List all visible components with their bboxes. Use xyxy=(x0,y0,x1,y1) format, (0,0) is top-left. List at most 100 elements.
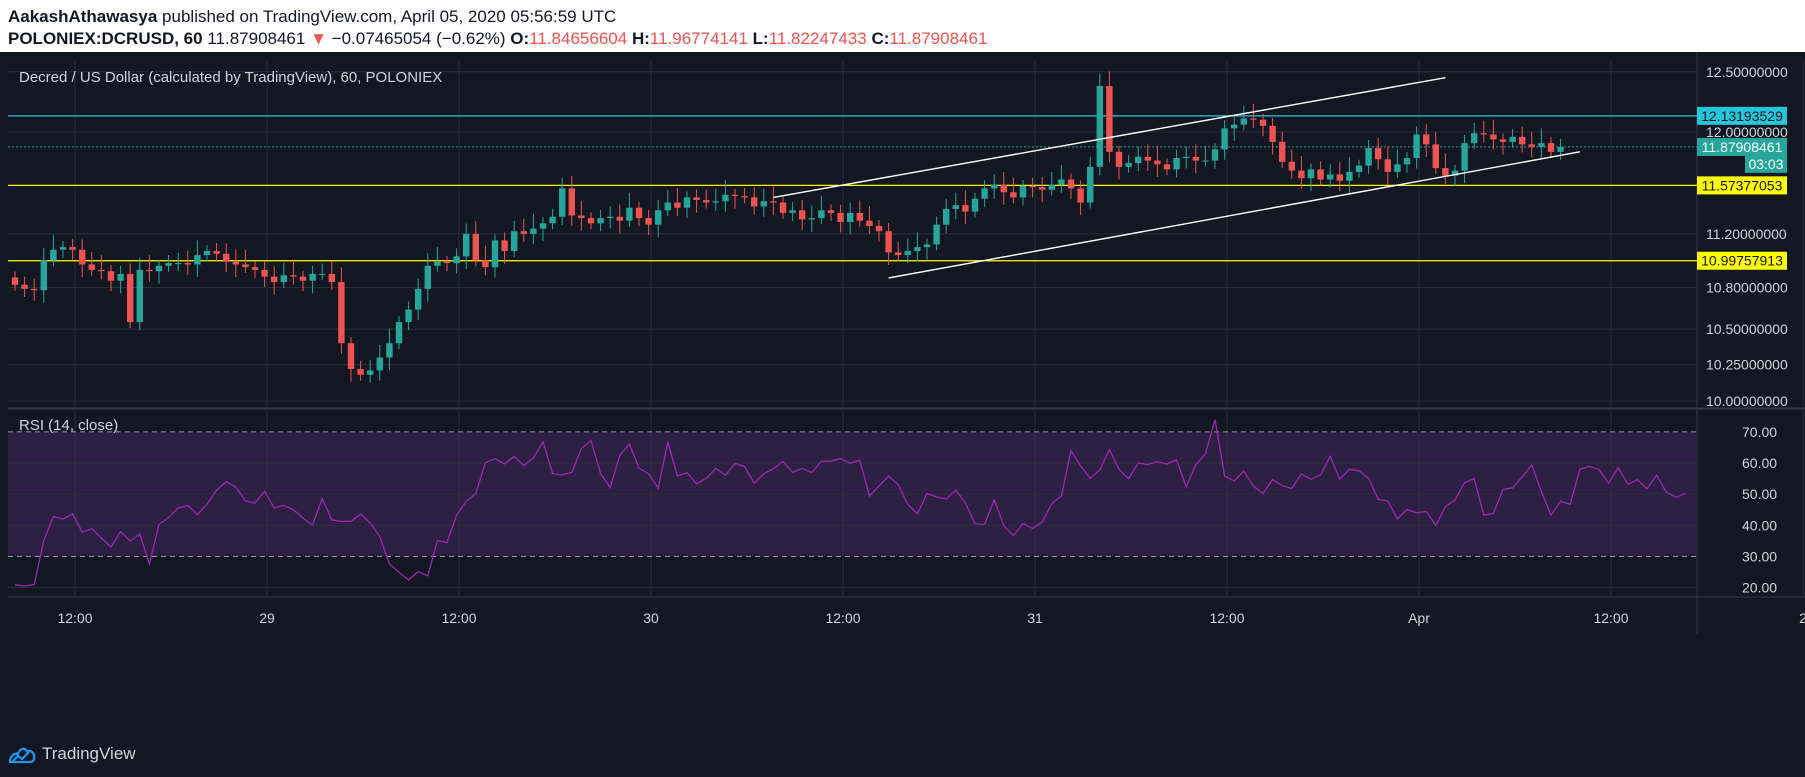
channel-lower-line xyxy=(888,151,1580,279)
candle-down xyxy=(271,276,278,283)
candle-down xyxy=(866,220,873,226)
chart-canvas[interactable]: 12:002912:003012:003112:00Apr12:00212:00… xyxy=(0,52,1805,740)
price-tick-label: 10.00000000 xyxy=(1706,393,1788,409)
candle-up xyxy=(1202,160,1209,162)
candle-up xyxy=(491,240,499,268)
tradingview-branding[interactable]: TradingView xyxy=(8,742,136,766)
close-value: 11.87908461 xyxy=(889,29,988,48)
candle-up xyxy=(971,198,979,212)
candle-down xyxy=(1490,134,1497,140)
candle-down xyxy=(799,210,806,220)
candle-up xyxy=(367,370,374,375)
candle-down xyxy=(1298,170,1305,179)
candle-up xyxy=(722,194,729,202)
candle-down xyxy=(1336,174,1343,181)
candle-down xyxy=(856,212,863,221)
time-tick-label: 2 xyxy=(1799,610,1805,626)
candle-up xyxy=(1509,136,1516,142)
candle-up xyxy=(415,288,422,310)
candle-up xyxy=(1058,179,1065,185)
resistance-price-label: 12.13193529 xyxy=(1701,108,1783,124)
candle-down xyxy=(290,275,297,277)
candle-up xyxy=(530,228,537,234)
candle-up xyxy=(943,209,950,225)
tradingview-logo-icon xyxy=(8,747,36,764)
support-price-label-box xyxy=(1697,251,1787,270)
candle-up xyxy=(1096,85,1103,167)
candle-down xyxy=(1288,161,1295,171)
candle-down xyxy=(11,277,19,285)
candle-down xyxy=(741,196,748,198)
candle-up xyxy=(808,218,815,220)
time-tick-label: 30 xyxy=(643,610,659,626)
candle-down xyxy=(184,263,191,265)
candle-down xyxy=(69,247,76,250)
candle-down xyxy=(731,194,739,197)
candle-up xyxy=(1221,128,1228,150)
time-tick-label: 12:00 xyxy=(57,610,92,626)
candle-down xyxy=(1279,141,1286,162)
close-label: C: xyxy=(871,29,890,48)
candle-up xyxy=(463,233,470,257)
candle-down xyxy=(299,276,307,281)
last-price-label-box xyxy=(1697,137,1787,156)
candle-up xyxy=(607,216,614,219)
symbol-label: POLONIEX:DCRUSD, 60 xyxy=(8,29,203,48)
candle-down xyxy=(501,240,508,252)
candle-down xyxy=(895,252,902,256)
price-tick-label: 10.25000000 xyxy=(1706,357,1788,373)
candle-up xyxy=(1048,184,1055,190)
candle-down xyxy=(779,202,787,213)
candle-down xyxy=(1010,192,1017,198)
candle-down xyxy=(443,261,451,264)
chart-info-header: AakashAthawasya published on TradingView… xyxy=(0,0,1805,52)
candle-up xyxy=(424,265,431,289)
candle-up xyxy=(434,261,441,266)
candle-up xyxy=(511,231,518,252)
candle-down xyxy=(578,215,585,219)
last-price: 11.87908461 xyxy=(207,29,306,48)
tradingview-label: TradingView xyxy=(42,744,136,763)
open-value: 11.84656604 xyxy=(529,29,628,48)
candle-down xyxy=(1519,136,1526,145)
rsi-tick-label: 50.00 xyxy=(1742,486,1777,502)
rsi-tick-label: 40.00 xyxy=(1742,517,1777,533)
candle-down xyxy=(1106,85,1113,152)
candle-up xyxy=(539,223,547,229)
candle-down xyxy=(693,197,700,200)
time-tick-label: 12:00 xyxy=(1209,610,1244,626)
resistance-price-label-box xyxy=(1697,106,1787,125)
candle-down xyxy=(616,216,623,221)
candle-up xyxy=(597,218,604,224)
candle-down xyxy=(1423,134,1430,145)
channel-upper-line xyxy=(773,76,1446,199)
countdown-price-label: 03:03 xyxy=(1748,156,1783,172)
candle-up xyxy=(1019,185,1027,198)
author-name[interactable]: AakashAthawasya xyxy=(8,7,158,26)
candle-up xyxy=(626,207,633,221)
candle-up xyxy=(386,343,393,358)
publish-line: AakashAthawasya published on TradingView… xyxy=(8,7,616,27)
candle-up xyxy=(559,188,566,217)
candle-down xyxy=(1000,184,1007,193)
ohlc-line: POLONIEX:DCRUSD, 60 11.87908461 ▼ −0.074… xyxy=(8,29,987,49)
support-price-label: 11.57377053 xyxy=(1702,177,1783,193)
candle-down xyxy=(146,269,153,272)
candle-up xyxy=(1413,134,1420,159)
candle-up xyxy=(904,251,911,256)
price-tick-label: 10.50000000 xyxy=(1706,321,1788,337)
candle-down xyxy=(357,368,364,375)
candle-down xyxy=(328,273,335,283)
candle-up xyxy=(1471,133,1478,144)
candle-up xyxy=(683,197,691,208)
candle-down xyxy=(88,264,95,270)
candle-up xyxy=(280,275,287,283)
change-arrow-icon: ▼ xyxy=(310,29,327,48)
high-value: 11.96774141 xyxy=(649,29,748,48)
candle-up xyxy=(155,265,163,272)
time-tick-label: 12:00 xyxy=(1593,610,1628,626)
candle-up xyxy=(818,210,825,219)
candle-down xyxy=(338,282,345,344)
candle-up xyxy=(655,210,662,225)
support-price-label-box xyxy=(1697,176,1787,195)
